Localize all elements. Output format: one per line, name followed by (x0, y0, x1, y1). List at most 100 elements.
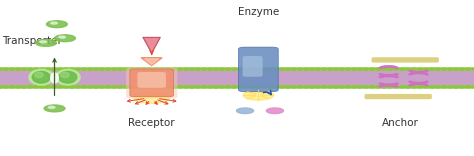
Ellipse shape (374, 68, 382, 70)
Ellipse shape (20, 68, 28, 70)
Ellipse shape (224, 68, 232, 70)
Bar (0, 71, 474, 85)
FancyBboxPatch shape (238, 47, 278, 92)
Text: Enzyme: Enzyme (237, 7, 279, 17)
Ellipse shape (338, 68, 346, 70)
Ellipse shape (236, 68, 244, 70)
Ellipse shape (128, 68, 136, 70)
Ellipse shape (32, 71, 50, 83)
FancyBboxPatch shape (243, 56, 263, 77)
Ellipse shape (326, 86, 334, 88)
Ellipse shape (224, 86, 232, 88)
Ellipse shape (260, 68, 268, 70)
Ellipse shape (404, 68, 412, 70)
Ellipse shape (266, 86, 274, 88)
Ellipse shape (374, 86, 382, 88)
Ellipse shape (458, 86, 466, 88)
Ellipse shape (104, 68, 112, 70)
Ellipse shape (182, 68, 190, 70)
Ellipse shape (212, 68, 220, 70)
Ellipse shape (146, 68, 154, 70)
Ellipse shape (218, 68, 226, 70)
Ellipse shape (248, 68, 256, 70)
Ellipse shape (56, 68, 64, 70)
Ellipse shape (230, 68, 238, 70)
Ellipse shape (55, 69, 80, 85)
Ellipse shape (416, 86, 424, 88)
Ellipse shape (344, 68, 352, 70)
Ellipse shape (302, 68, 310, 70)
Ellipse shape (446, 86, 454, 88)
Ellipse shape (14, 68, 22, 70)
Ellipse shape (344, 86, 352, 88)
Ellipse shape (446, 68, 454, 70)
Ellipse shape (284, 68, 292, 70)
Ellipse shape (200, 86, 208, 88)
Ellipse shape (110, 68, 118, 70)
Ellipse shape (362, 86, 370, 88)
Ellipse shape (38, 86, 46, 88)
Ellipse shape (0, 86, 4, 88)
Ellipse shape (56, 86, 64, 88)
Circle shape (134, 92, 170, 103)
Ellipse shape (2, 86, 10, 88)
Ellipse shape (338, 86, 346, 88)
Ellipse shape (86, 68, 94, 70)
Ellipse shape (50, 86, 58, 88)
Ellipse shape (32, 86, 40, 88)
Ellipse shape (29, 69, 54, 85)
Ellipse shape (128, 86, 136, 88)
Text: Transporter: Transporter (2, 36, 62, 46)
Ellipse shape (200, 68, 208, 70)
Ellipse shape (272, 68, 280, 70)
Ellipse shape (284, 86, 292, 88)
Ellipse shape (116, 68, 124, 70)
Ellipse shape (212, 86, 220, 88)
Ellipse shape (188, 86, 196, 88)
Ellipse shape (140, 68, 148, 70)
Ellipse shape (308, 86, 316, 88)
Ellipse shape (470, 86, 474, 88)
Ellipse shape (122, 86, 130, 88)
Ellipse shape (59, 71, 77, 83)
Ellipse shape (272, 86, 280, 88)
Ellipse shape (410, 86, 418, 88)
Ellipse shape (398, 86, 406, 88)
Ellipse shape (470, 68, 474, 70)
Ellipse shape (146, 86, 154, 88)
Ellipse shape (194, 68, 202, 70)
Ellipse shape (92, 86, 100, 88)
Ellipse shape (410, 68, 418, 70)
Ellipse shape (266, 68, 274, 70)
Ellipse shape (458, 68, 466, 70)
Circle shape (51, 22, 57, 24)
Circle shape (40, 41, 46, 43)
Ellipse shape (44, 68, 52, 70)
Ellipse shape (98, 68, 106, 70)
Ellipse shape (158, 86, 166, 88)
Ellipse shape (386, 86, 394, 88)
Ellipse shape (170, 86, 178, 88)
Ellipse shape (68, 68, 76, 70)
Ellipse shape (140, 86, 148, 88)
Polygon shape (145, 59, 159, 64)
Ellipse shape (92, 68, 100, 70)
Ellipse shape (80, 68, 88, 70)
Ellipse shape (134, 68, 142, 70)
Ellipse shape (248, 86, 256, 88)
Ellipse shape (362, 68, 370, 70)
FancyBboxPatch shape (126, 68, 177, 99)
Ellipse shape (2, 68, 10, 70)
Ellipse shape (320, 68, 328, 70)
Ellipse shape (452, 86, 460, 88)
Ellipse shape (152, 68, 160, 70)
Ellipse shape (86, 86, 94, 88)
Ellipse shape (170, 68, 178, 70)
Ellipse shape (218, 86, 226, 88)
Ellipse shape (302, 86, 310, 88)
Circle shape (55, 35, 75, 42)
Ellipse shape (44, 86, 52, 88)
Ellipse shape (80, 86, 88, 88)
Circle shape (36, 39, 56, 46)
Ellipse shape (440, 86, 448, 88)
